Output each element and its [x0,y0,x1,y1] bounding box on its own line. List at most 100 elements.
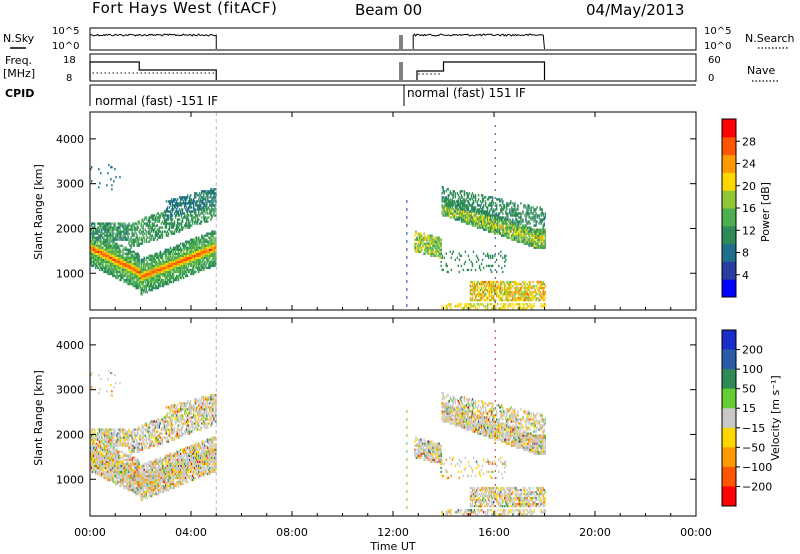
power-cell [511,238,513,241]
power-cell [425,238,427,241]
power-cell [182,250,185,253]
power-cell [488,282,491,286]
power-cell [508,286,510,290]
power-cell [160,234,163,237]
power-cell [162,270,165,274]
power-cell [200,256,202,260]
power-cell [433,236,435,239]
power-cell [509,232,511,235]
power-cell [499,218,501,221]
power-cell [179,272,182,276]
power-cell [126,278,128,282]
power-cell [478,222,481,225]
power-cell [460,200,463,203]
power-cell [489,208,492,211]
power-cell [197,200,199,203]
power-cell [203,236,205,239]
power-cell [204,254,206,257]
power-cell [145,234,147,237]
power-cell [167,214,170,217]
power-cell [193,204,195,207]
power-cell [135,280,137,284]
power-cell [528,294,530,298]
power-cell [442,208,444,211]
power-cell [111,165,113,169]
power-cell [179,254,182,257]
power-cell [150,214,153,217]
power-cell [502,234,504,237]
power-cell [425,248,427,251]
power-cell [456,256,459,260]
power-cell [114,266,116,270]
power-cell [187,206,190,209]
power-cell [102,246,104,249]
power-cell [544,234,546,237]
power-cell [141,238,143,241]
power-cell [483,210,486,213]
power-cell [437,250,439,253]
power-cell [151,284,154,288]
power-cell [516,236,518,239]
power-cell [182,244,185,247]
power-cell [126,248,128,251]
power-cell [469,220,472,223]
power-cell [140,282,142,286]
power-cell [477,194,480,197]
power-cell [496,258,498,262]
power-cell [503,280,505,284]
power-cell [429,250,431,253]
power-cell [157,256,160,260]
power-cell [119,268,121,272]
power-cell [126,272,128,276]
power-cell [146,282,148,286]
power-cell [179,258,182,262]
power-cell [115,236,117,239]
power-cell [435,246,437,249]
power-cell [127,250,129,253]
velocity-cell [93,470,95,474]
power-cell [531,212,533,215]
power-cell [194,212,196,215]
power-cell [183,214,186,217]
power-cell [129,248,131,251]
power-cell [129,266,131,270]
power-cell [512,210,514,213]
power-cell [195,236,197,239]
power-cell [451,200,453,203]
power-cell [518,282,520,286]
power-cell [112,256,114,260]
power-cell [104,266,106,270]
power-cell [424,248,426,251]
power-cell [462,208,465,211]
power-cell [485,214,488,217]
power-cell [205,220,207,223]
power-cell [533,305,535,308]
power-cell [113,254,115,257]
power-cell [506,230,508,233]
power-cell [521,228,523,231]
power-cell [95,228,97,231]
power-cell [128,224,130,227]
power-cell [138,220,140,223]
power-cell [540,303,542,306]
power-cell [159,230,162,233]
power-cell [531,292,533,296]
power-cell [123,266,125,270]
power-cell [178,264,181,268]
power-cell [207,192,209,195]
power-cell [147,274,149,278]
power-cell [156,266,159,270]
power-cell [202,264,204,268]
power-cell [111,234,113,237]
power-cell [172,204,175,207]
power-cell [95,240,97,243]
power-cell [165,200,168,203]
power-cell [118,246,120,249]
power-cell [124,266,126,270]
power-cell [466,307,469,310]
power-cell [538,290,540,294]
power-cell [139,242,141,245]
power-cell [201,192,203,195]
power-cell [166,266,169,270]
power-cell [95,254,97,257]
